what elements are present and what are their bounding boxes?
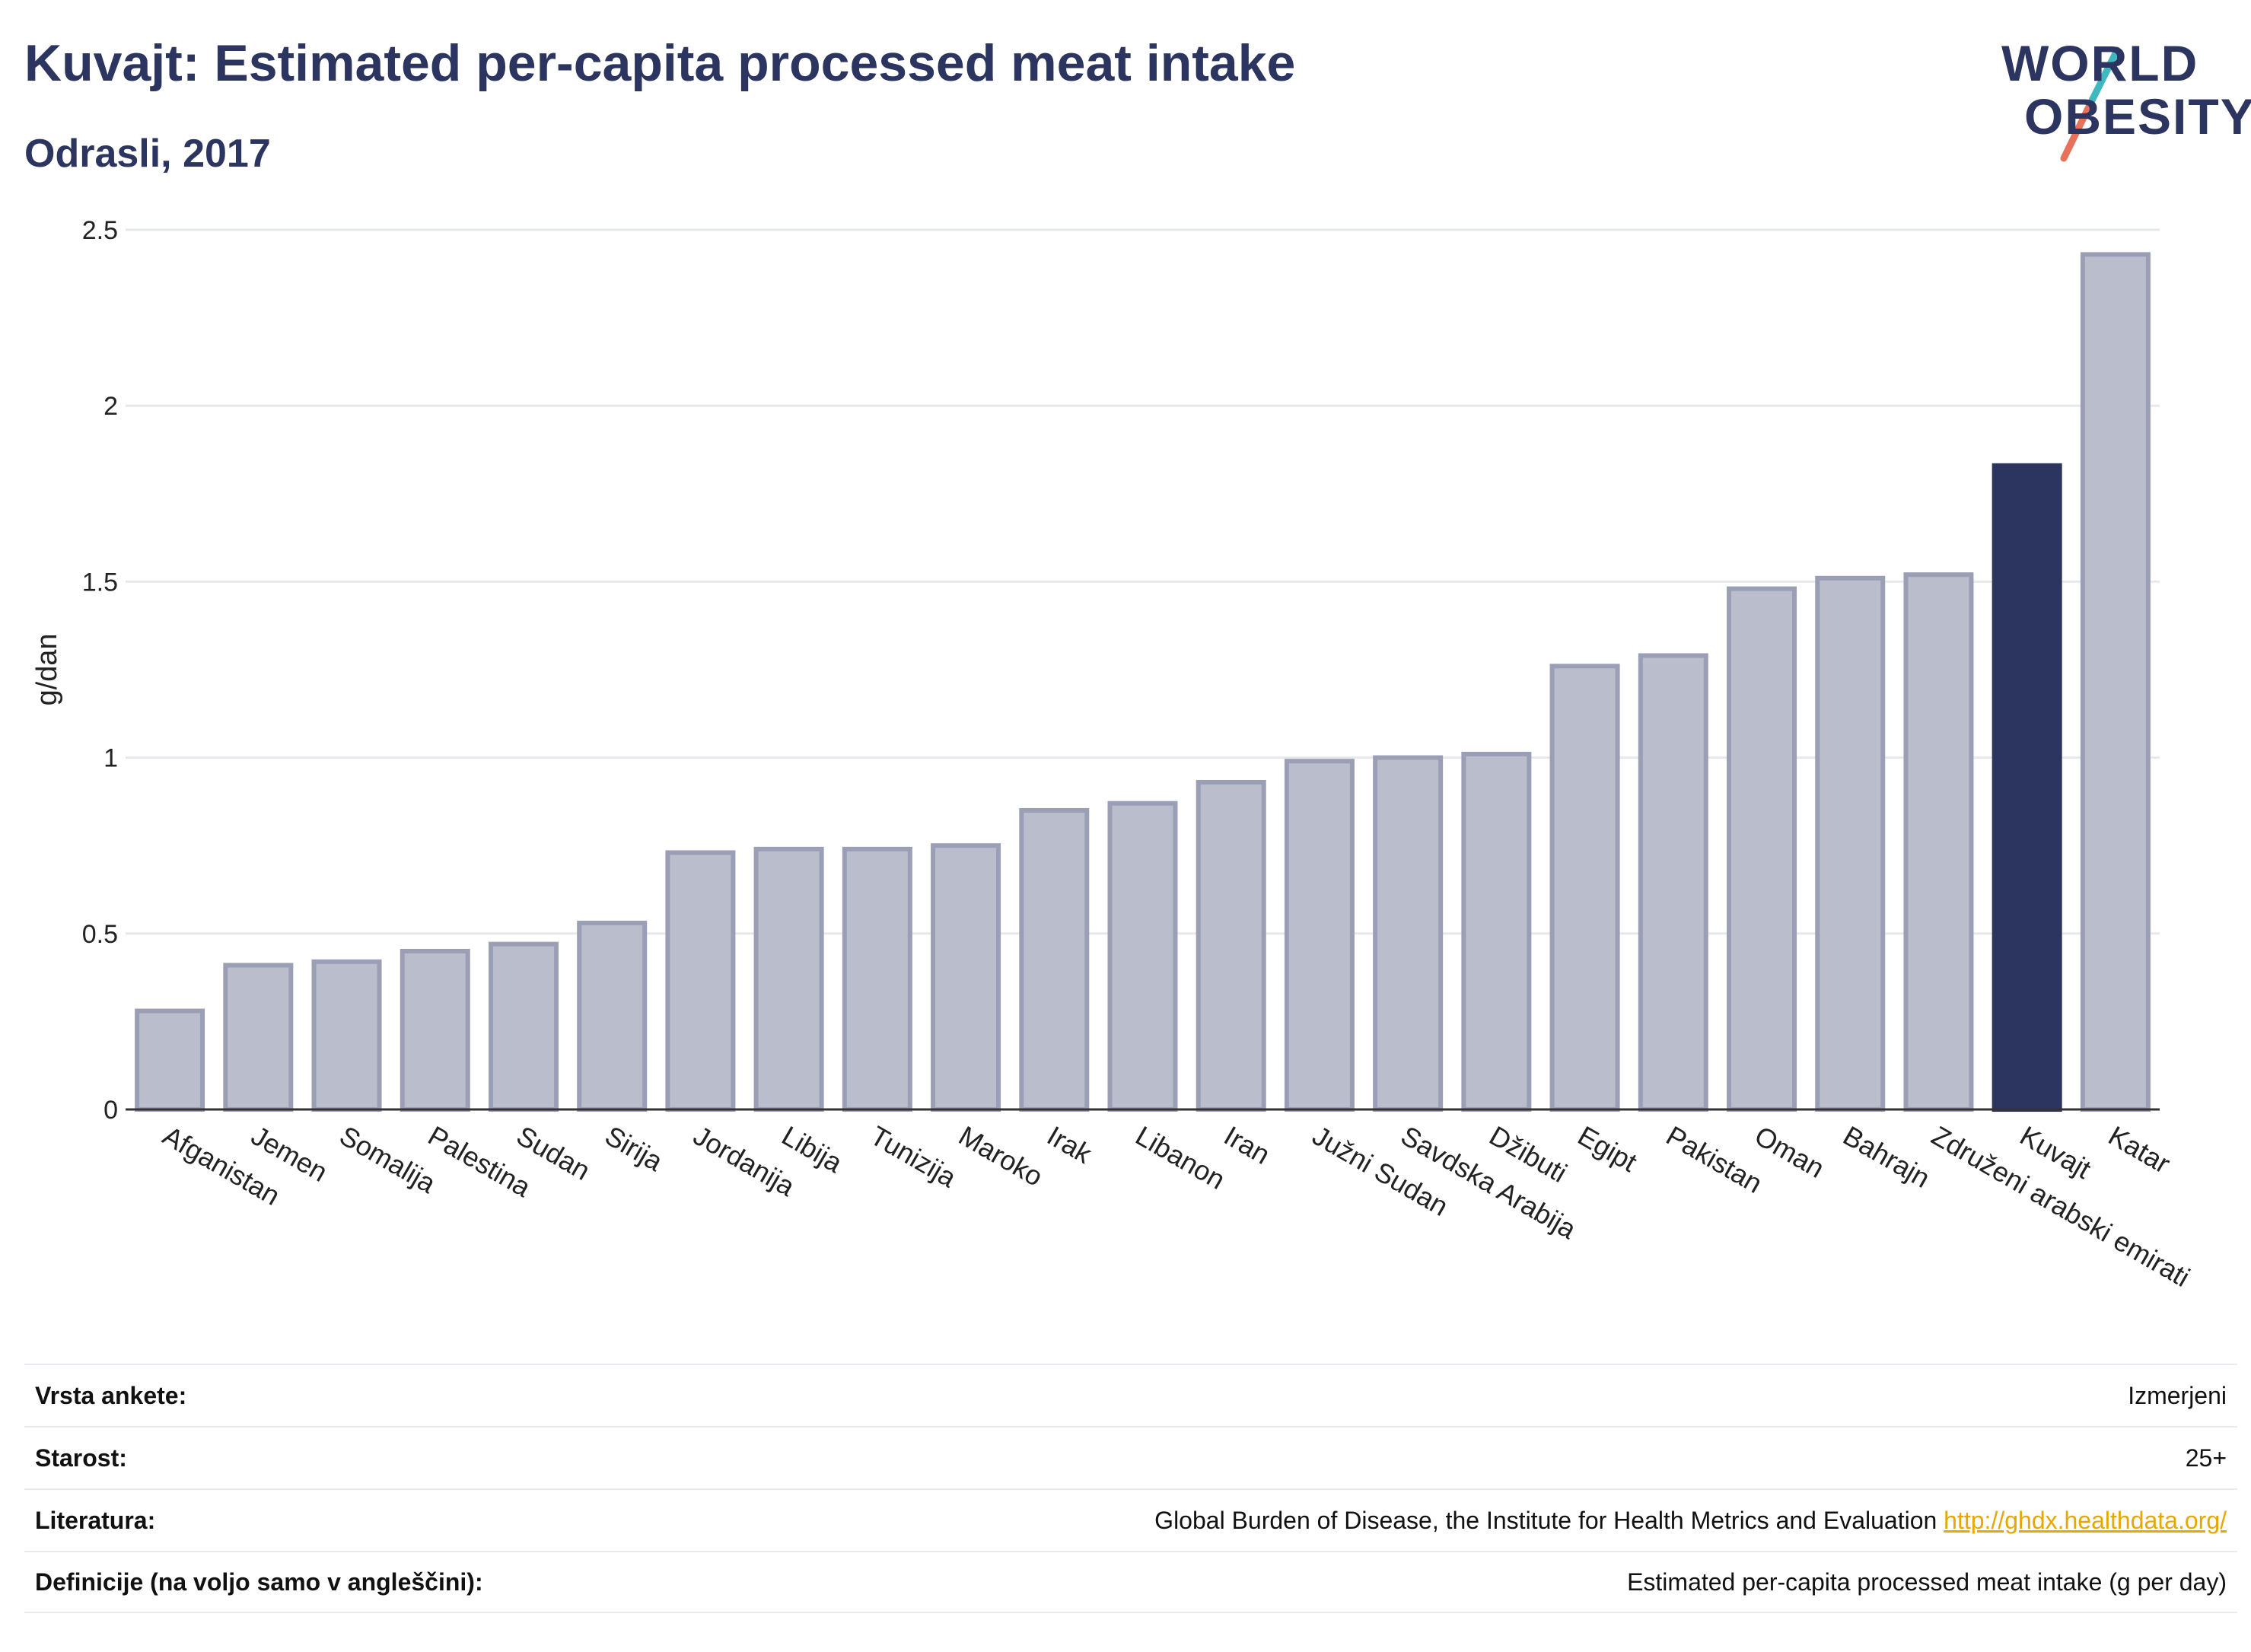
x-tick-label: Egipt <box>1573 1119 1643 1178</box>
x-tick-label: Maroko <box>954 1119 1048 1192</box>
x-tick-label: Somalija <box>335 1119 442 1199</box>
x-tick-label: Libanon <box>1131 1119 1231 1195</box>
info-row-definitions: Definicije (na voljo samo v angleščini):… <box>24 1551 2237 1613</box>
y-tick-label: 0.5 <box>82 920 118 949</box>
logo-line1: WORLD <box>2001 35 2199 91</box>
bar-somalija <box>311 959 382 1112</box>
x-tick-label: Iran <box>1219 1119 1275 1170</box>
info-row-survey-type: Vrsta ankete: Izmerjeni <box>24 1364 2237 1426</box>
x-tick-label: Bahrajn <box>1838 1119 1935 1194</box>
bar-afganistan <box>135 1008 205 1112</box>
bar-jemen <box>223 963 294 1112</box>
info-row-age: Starost: 25+ <box>24 1426 2237 1488</box>
bar-maroko <box>931 843 1001 1112</box>
bar-oman <box>1727 586 1797 1112</box>
bar-libanon <box>1107 801 1178 1112</box>
x-tick-label: Pakistan <box>1661 1119 1768 1199</box>
bar-tunizija <box>842 846 912 1112</box>
bar-palestina <box>400 948 470 1112</box>
y-tick-label: 1 <box>103 744 118 773</box>
y-tick-label: 2 <box>103 392 118 421</box>
info-label: Definicije (na voljo samo v angleščini): <box>35 1568 483 1596</box>
bar-kuvajt <box>1992 463 2062 1112</box>
bar-irak <box>1019 807 1090 1112</box>
chart-subtitle: Odrasli, 2017 <box>24 132 271 176</box>
info-value: Estimated per-capita processed meat inta… <box>1627 1568 2227 1596</box>
bar-katar <box>2080 252 2151 1112</box>
y-tick-label: 0 <box>103 1096 118 1125</box>
bar-južni-sudan <box>1284 759 1355 1112</box>
info-value: Izmerjeni <box>2128 1381 2227 1409</box>
bar-savdska-arabija <box>1373 755 1444 1112</box>
chart-title: Kuvajt: Estimated per-capita processed m… <box>24 34 1296 92</box>
bar-bahrajn <box>1815 575 1886 1112</box>
x-tick-label: Irak <box>1042 1119 1097 1170</box>
info-value-references: Global Burden of Disease, the Institute … <box>1154 1507 2227 1535</box>
bar-pakistan <box>1638 653 1708 1112</box>
y-axis-label: g/dan <box>31 633 63 705</box>
bar-sudan <box>488 941 559 1112</box>
world-obesity-logo[interactable]: WORLD OBESITY <box>1979 30 2251 167</box>
bar-egipt <box>1549 664 1620 1112</box>
bar-sirija <box>577 920 648 1112</box>
info-label: Literatura: <box>35 1506 156 1534</box>
bar-libija <box>753 846 824 1112</box>
x-tick-label: Jordanija <box>688 1119 801 1202</box>
info-label: Vrsta ankete: <box>35 1381 187 1409</box>
y-tick-label: 1.5 <box>82 568 118 597</box>
x-tick-label: Sirija <box>600 1119 669 1177</box>
bar-džibuti <box>1461 751 1532 1112</box>
info-label: Starost: <box>35 1444 127 1472</box>
info-row-references: Literatura: Global Burden of Disease, th… <box>24 1488 2237 1551</box>
bar-združeni-arabski-emirati <box>1903 572 1974 1112</box>
bar-jordanija <box>665 850 736 1112</box>
x-tick-label: Tunizija <box>865 1119 963 1193</box>
logo-slash-icon <box>2060 46 2121 162</box>
logo-line2: OBESITY <box>2024 88 2251 145</box>
x-tick-label: Katar <box>2103 1119 2176 1179</box>
bar-iran <box>1196 779 1266 1112</box>
reference-link[interactable]: http://ghdx.healthdata.org/ <box>1944 1506 2227 1534</box>
info-table: Vrsta ankete: Izmerjeni Starost: 25+ Lit… <box>24 1364 2237 1613</box>
reference-text: Global Burden of Disease, the Institute … <box>1154 1506 1937 1534</box>
y-tick-label: 2.5 <box>82 216 118 245</box>
info-value: 25+ <box>2185 1444 2227 1472</box>
